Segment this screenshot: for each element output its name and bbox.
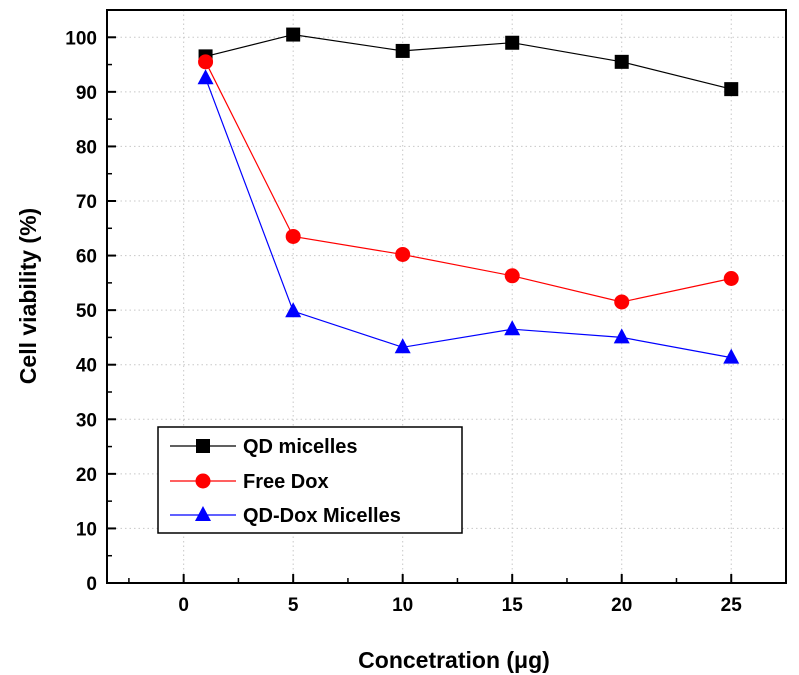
- y-tick-label: 30: [76, 410, 97, 431]
- legend-entry-qd-micelles: QD micelles: [170, 436, 358, 458]
- legend-entry-qd-dox-micelles: QD-Dox Micelles: [170, 505, 401, 527]
- y-tick-label: 40: [76, 356, 97, 377]
- data-point-qd-dox-micelles: [197, 69, 214, 85]
- legend-marker-qd-micelles: [196, 439, 210, 453]
- legend-label-qd-micelles: QD micelles: [243, 436, 358, 458]
- series-layer: [197, 27, 740, 364]
- x-tick-label: 5: [288, 595, 299, 616]
- y-tick-label: 0: [86, 574, 97, 595]
- legend-entry-free-dox: Free Dox: [170, 471, 329, 493]
- data-point-qd-micelles: [395, 43, 410, 58]
- axis-ticks: 0 10 20 30 40 50 60 70 80 90 100 0 5 10 15 20 25: [65, 28, 742, 616]
- y-tick-label: 80: [76, 137, 97, 158]
- x-tick-label: 0: [178, 595, 189, 616]
- data-point-free-dox: [395, 246, 411, 262]
- x-tick-label: 25: [721, 595, 743, 616]
- y-tick-label: 50: [76, 301, 97, 322]
- legend-label-free-dox: Free Dox: [243, 471, 329, 493]
- x-tick-label: 15: [502, 595, 524, 616]
- y-tick-label: 100: [65, 28, 97, 49]
- x-tick-label: 10: [392, 595, 413, 616]
- data-point-free-dox: [198, 54, 214, 70]
- data-point-qd-micelles: [505, 35, 520, 50]
- legend: QD micelles Free Dox QD-Dox Micelles: [157, 426, 463, 534]
- data-point-free-dox: [285, 228, 301, 244]
- series-free-dox: [198, 54, 739, 310]
- data-point-qd-dox-micelles: [285, 302, 302, 318]
- data-point-qd-dox-micelles: [613, 328, 630, 344]
- data-point-qd-dox-micelles: [504, 320, 521, 336]
- legend-label-qd-dox-micelles: QD-Dox Micelles: [243, 505, 401, 527]
- data-point-free-dox: [504, 268, 520, 284]
- data-point-free-dox: [614, 294, 630, 310]
- series-line-free-dox: [205, 61, 732, 303]
- y-axis-title: Cell viability (%): [15, 208, 41, 384]
- legend-marker-free-dox: [195, 473, 211, 489]
- series-line-qd-dox-micelles: [205, 77, 732, 359]
- plot-frame: [106, 9, 787, 584]
- x-axis-title: Concetration (μg): [358, 647, 550, 673]
- y-tick-label: 10: [76, 519, 97, 540]
- x-tick-label: 20: [611, 595, 632, 616]
- data-point-qd-micelles: [614, 54, 629, 69]
- data-point-free-dox: [723, 270, 739, 286]
- y-tick-label: 90: [76, 83, 97, 104]
- data-point-qd-dox-micelles: [723, 348, 740, 364]
- data-point-qd-dox-micelles: [394, 338, 411, 354]
- series-line-qd-micelles: [205, 33, 732, 90]
- series-qd-micelles: [198, 27, 739, 97]
- y-tick-label: 60: [76, 247, 97, 268]
- series-qd-dox-micelles: [197, 69, 740, 364]
- y-tick-label: 70: [76, 192, 97, 213]
- data-point-qd-micelles: [286, 27, 301, 42]
- legend-marker-qd-dox-micelles: [195, 506, 211, 521]
- data-point-qd-micelles: [724, 82, 739, 97]
- y-tick-label: 20: [76, 465, 97, 486]
